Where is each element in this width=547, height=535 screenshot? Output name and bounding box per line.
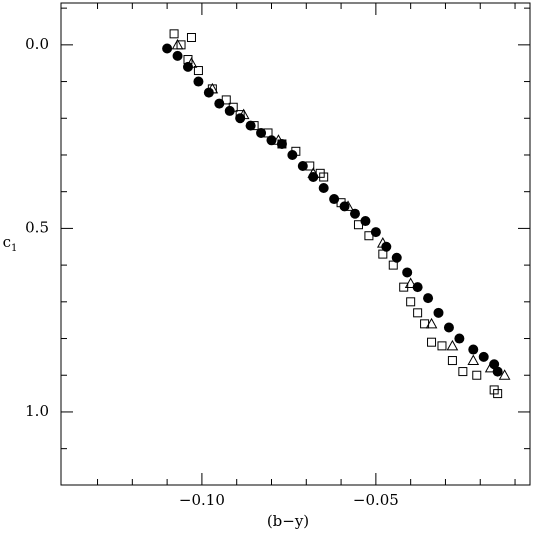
point-circle — [224, 105, 235, 116]
point-circle — [360, 216, 371, 227]
point-circle — [162, 43, 173, 54]
point-triangle — [404, 277, 417, 288]
point-circle — [433, 307, 444, 318]
point-circle — [478, 351, 489, 362]
point-triangle — [467, 354, 480, 366]
point-square — [169, 29, 179, 39]
point-square — [472, 370, 482, 380]
y-axis-label-main: c — [3, 233, 11, 251]
point-circle — [308, 172, 319, 183]
y-axis-label-subscript: 1 — [11, 243, 17, 254]
point-square — [413, 308, 423, 318]
point-circle — [318, 183, 329, 194]
point-circle — [172, 50, 183, 61]
x-tick-label: −0.05 — [353, 491, 399, 509]
point-triangle — [446, 339, 459, 351]
point-circle — [329, 194, 340, 205]
point-circle — [266, 135, 277, 146]
point-circle — [391, 252, 402, 263]
point-circle — [412, 282, 423, 293]
point-circle — [349, 208, 360, 219]
point-square — [493, 389, 503, 399]
y-tick-label: 1.0 — [25, 402, 49, 420]
y-tick-label: 0.0 — [25, 35, 49, 53]
point-circle — [370, 227, 381, 238]
point-circle — [235, 113, 246, 124]
point-square — [427, 337, 437, 347]
point-circle — [276, 138, 287, 149]
point-circle — [193, 76, 204, 87]
point-circle — [454, 333, 465, 344]
point-circle — [203, 87, 214, 98]
point-circle — [245, 120, 256, 131]
point-circle — [443, 322, 454, 333]
point-circle — [402, 267, 413, 278]
point-circle — [468, 344, 479, 355]
y-axis-label: c1 — [3, 233, 18, 254]
point-circle — [297, 160, 308, 171]
point-square — [437, 341, 447, 351]
point-triangle — [171, 38, 184, 50]
point-circle — [214, 98, 225, 109]
point-square — [447, 356, 457, 366]
point-circle — [339, 201, 350, 212]
point-circle — [492, 366, 503, 377]
point-circle — [256, 127, 267, 138]
point-square — [406, 297, 416, 307]
point-square — [193, 66, 203, 76]
x-axis-label: (b−y) — [267, 512, 309, 530]
point-triangle — [425, 317, 438, 329]
y-tick-label: 0.5 — [25, 218, 49, 236]
point-square — [186, 33, 196, 43]
x-tick-label: −0.10 — [179, 491, 225, 509]
point-triangle — [498, 369, 511, 380]
point-circle — [287, 149, 298, 160]
plot-frame — [60, 2, 531, 486]
point-square — [458, 367, 468, 377]
point-circle — [182, 61, 193, 72]
point-circle — [381, 241, 392, 252]
point-circle — [423, 293, 434, 304]
